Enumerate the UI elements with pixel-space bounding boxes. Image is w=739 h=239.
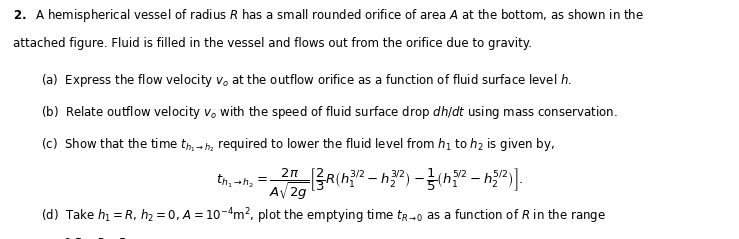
Text: attached figure. Fluid is filled in the vessel and flows out from the orifice du: attached figure. Fluid is filled in the …: [13, 37, 532, 50]
Text: (d)  Take $h_1 = R$, $h_2 = 0$, $A = 10^{-4}\mathrm{m}^2$, plot the emptying tim: (d) Take $h_1 = R$, $h_2 = 0$, $A = 10^{…: [41, 207, 605, 226]
Text: (b)  Relate outflow velocity $v_o$ with the speed of fluid surface drop $dh/dt$ : (b) Relate outflow velocity $v_o$ with t…: [41, 104, 617, 121]
Text: (a)  Express the flow velocity $v_o$ at the outflow orifice as a function of flu: (a) Express the flow velocity $v_o$ at t…: [41, 72, 572, 89]
Text: $\mathbf{2.}$  A hemispherical vessel of radius $R$ has a small rounded orifice : $\mathbf{2.}$ A hemispherical vessel of …: [13, 7, 644, 24]
Text: $t_{h_1\to h_2} = \dfrac{2\pi}{A\sqrt{2g}} \left[\dfrac{2}{3}R\left(h_1^{3/2} - : $t_{h_1\to h_2} = \dfrac{2\pi}{A\sqrt{2g…: [216, 166, 523, 202]
Text: $0.5 < R < 5$.: $0.5 < R < 5$.: [63, 237, 131, 239]
Text: (c)  Show that the time $t_{h_1\to h_2}$ required to lower the fluid level from : (c) Show that the time $t_{h_1\to h_2}$ …: [41, 136, 555, 154]
